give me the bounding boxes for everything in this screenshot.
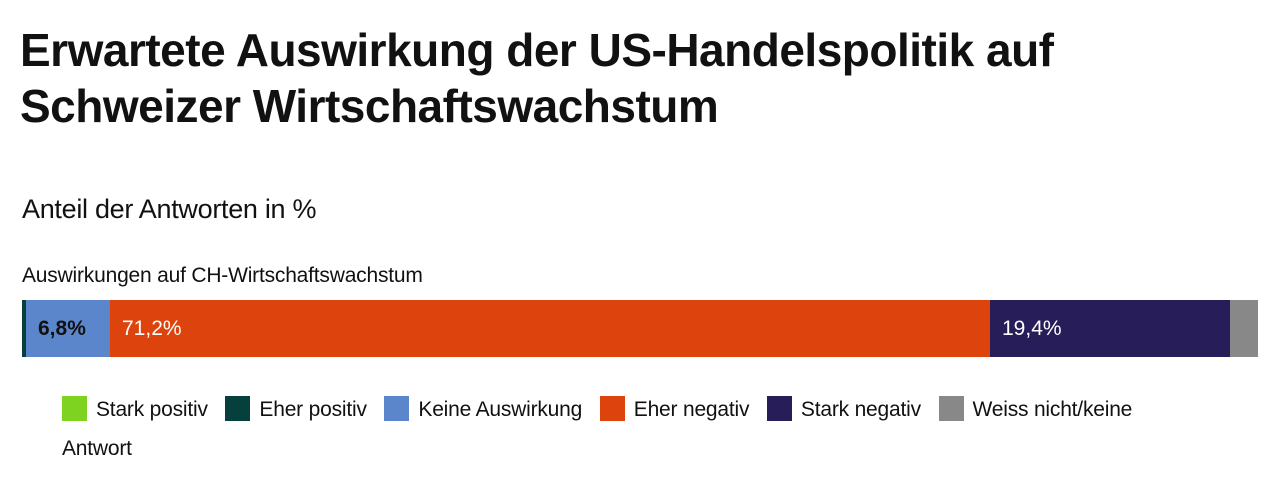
bar-data-label-4: 71,2% bbox=[122, 317, 182, 340]
legend-label-4: Eher negativ bbox=[633, 398, 750, 421]
bar-segment-4 bbox=[110, 300, 990, 357]
legend-swatch-4 bbox=[599, 396, 625, 421]
legend-label-3: Keine Auswirkung bbox=[418, 398, 583, 421]
chart-subtitle: Anteil der Antworten in % bbox=[22, 194, 317, 224]
legend-swatch-2 bbox=[225, 396, 251, 421]
legend-item-5: Stark negativ bbox=[766, 396, 921, 421]
chart-legend: Stark positiv Eher positiv Keine Auswirk… bbox=[62, 390, 1192, 468]
stacked-bar: 6,8% 71,2% 19,4% bbox=[22, 300, 1258, 357]
chart-title: Erwartete Auswirkung der US-Handelspolit… bbox=[20, 24, 1054, 132]
bar-segment-3 bbox=[26, 300, 110, 357]
legend-item-3: Keine Auswirkung bbox=[384, 396, 583, 421]
legend-item-2: Eher positiv bbox=[225, 396, 367, 421]
bar-segment-2 bbox=[22, 300, 26, 357]
legend-item-1: Stark positiv bbox=[62, 396, 208, 421]
legend-item-6: Weiss nicht/keine Antwort bbox=[62, 396, 1133, 460]
bar-segment-6 bbox=[1230, 300, 1258, 357]
legend-swatch-6 bbox=[938, 396, 964, 421]
bar-data-label-5: 19,4% bbox=[1002, 317, 1062, 340]
legend-label-1: Stark positiv bbox=[96, 398, 208, 421]
legend-label-5: Stark negativ bbox=[800, 398, 921, 421]
legend-swatch-1 bbox=[62, 396, 87, 421]
bar-data-label-3: 6,8% bbox=[38, 317, 86, 340]
legend-label-6: Weiss nicht/keine Antwort bbox=[62, 398, 1133, 460]
legend-label-2: Eher positiv bbox=[259, 398, 367, 421]
legend-swatch-3 bbox=[384, 396, 410, 421]
bar-category-label: Auswirkungen auf CH-Wirtschaftswachstum bbox=[22, 264, 423, 287]
legend-swatch-5 bbox=[766, 396, 792, 421]
legend-item-4: Eher negativ bbox=[599, 396, 750, 421]
bar-segment-5 bbox=[990, 300, 1230, 357]
